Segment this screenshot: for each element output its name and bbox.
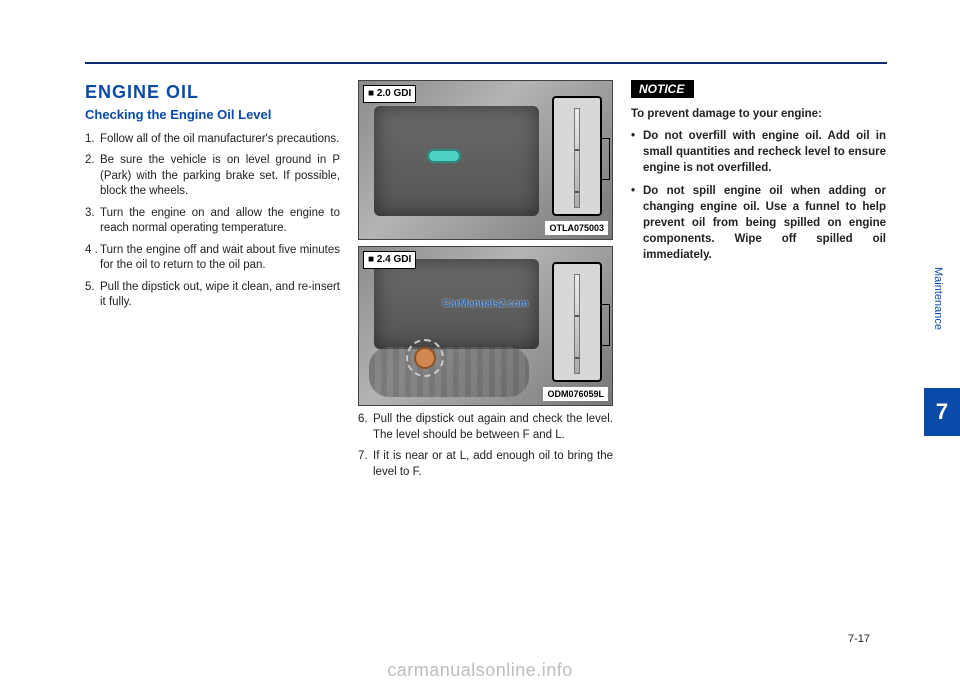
step-5: 5. Pull the dipstick out, wipe it clean,… [85,280,340,311]
chapter-tab: 7 [924,388,960,436]
dipstick-mark-l [575,191,579,193]
page-number: 7-17 [848,633,870,645]
step-1: 1. Follow all of the oil manufacturer's … [85,132,340,148]
dipstick-inset: F L [552,96,602,216]
notice-item-text: Do not overfill with engine oil. Add oil… [643,128,886,176]
figure-2-0-gdi: F L ■ 2.0 GDI OTLA075003 [358,80,613,240]
range-bracket [602,138,610,180]
step-3: 3. Turn the engine on and allow the engi… [85,206,340,237]
step-2: 2. Be sure the vehicle is on level groun… [85,153,340,200]
notice-item: • Do not overfill with engine oil. Add o… [631,128,886,176]
notice-badge: NOTICE [631,80,694,98]
step-4: 4 . Turn the engine off and wait about f… [85,243,340,274]
page-content: ENGINE OIL Checking the Engine Oil Level… [85,80,887,486]
dipstick-mark-f [575,149,579,151]
step-number: 1. [85,132,100,148]
notice-lead: To prevent damage to your engine: [631,106,886,122]
step-text: Pull the dipstick out, wipe it clean, an… [100,280,340,311]
dipstick-inset: F L [552,262,602,382]
step-number: 6. [358,412,373,443]
step-text: Follow all of the oil manufacturer's pre… [100,132,340,148]
notice-body: To prevent damage to your engine: • Do n… [631,106,886,263]
step-6: 6. Pull the dipstick out again and check… [358,412,613,443]
figure-tag: ■ 2.0 GDI [363,85,416,103]
step-number: 5. [85,280,100,311]
section-subheading: Checking the Engine Oil Level [85,106,340,124]
step-text: Be sure the vehicle is on level ground i… [100,153,340,200]
step-number: 2. [85,153,100,200]
dipstick-handle-icon [414,347,436,369]
range-bracket [602,304,610,346]
dipstick-mark-l [575,357,579,359]
bullet-icon: • [631,183,643,263]
footer-watermark: carmanualsonline.info [387,660,573,681]
top-rule [85,62,887,64]
figure-2-4-gdi: F L CarManuals2.com ■ 2.4 GDI ODM076059L [358,246,613,406]
dipstick-mark-f [575,315,579,317]
step-text: Pull the dipstick out again and check th… [373,412,613,443]
section-heading: ENGINE OIL [85,80,340,104]
step-text: Turn the engine on and allow the engine … [100,206,340,237]
notice-item-text: Do not spill engine oil when adding or c… [643,183,886,263]
right-column: NOTICE To prevent damage to your engine:… [631,80,886,486]
side-section-label: Maintenance [932,267,944,330]
step-number: 3. [85,206,100,237]
figure-code: OTLA075003 [545,221,608,235]
figure-tag: ■ 2.4 GDI [363,251,416,269]
dipstick-line [574,108,580,208]
figure-watermark: CarManuals2.com [443,297,529,311]
center-column: F L ■ 2.0 GDI OTLA075003 F L CarManuals2… [358,80,613,486]
dipstick-line [574,274,580,374]
step-text: Turn the engine off and wait about five … [100,243,340,274]
step-number: 4 . [85,243,100,274]
step-text: If it is near or at L, add enough oil to… [373,449,613,480]
engine-hoses [369,347,529,397]
figure-code: ODM076059L [543,387,608,401]
bullet-icon: • [631,128,643,176]
left-column: ENGINE OIL Checking the Engine Oil Level… [85,80,340,486]
step-number: 7. [358,449,373,480]
step-7: 7. If it is near or at L, add enough oil… [358,449,613,480]
dipstick-handle-icon [427,149,461,163]
notice-item: • Do not spill engine oil when adding or… [631,183,886,263]
